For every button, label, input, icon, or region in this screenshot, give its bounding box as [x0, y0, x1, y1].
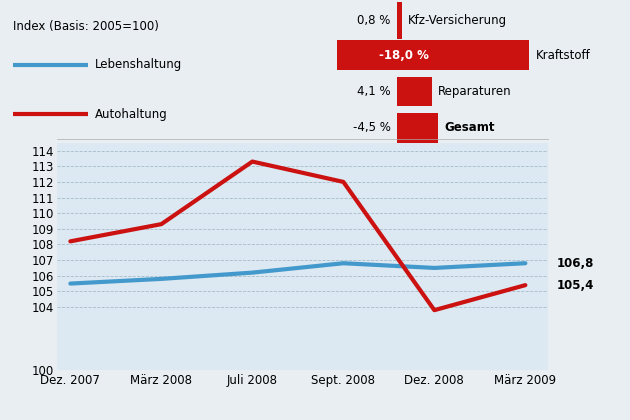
Bar — [337, 40, 529, 70]
Text: Reparaturen: Reparaturen — [438, 85, 512, 98]
Text: Kraftstoff: Kraftstoff — [536, 49, 590, 62]
Text: 106,8: 106,8 — [556, 257, 594, 270]
Text: 105,4: 105,4 — [556, 278, 594, 291]
Bar — [397, 113, 438, 143]
Text: 0,8 %: 0,8 % — [357, 14, 391, 27]
Bar — [397, 77, 432, 106]
Text: Autohaltung: Autohaltung — [94, 108, 167, 121]
Text: -18,0 %: -18,0 % — [379, 49, 429, 62]
Text: Kfz-Versicherung: Kfz-Versicherung — [408, 14, 507, 27]
Text: -4,5 %: -4,5 % — [353, 121, 391, 134]
Text: Lebenshaltung: Lebenshaltung — [94, 58, 181, 71]
Text: Index (Basis: 2005=100): Index (Basis: 2005=100) — [13, 20, 159, 33]
Text: Gesamt: Gesamt — [444, 121, 495, 134]
Bar — [397, 2, 402, 39]
Text: 4,1 %: 4,1 % — [357, 85, 391, 98]
